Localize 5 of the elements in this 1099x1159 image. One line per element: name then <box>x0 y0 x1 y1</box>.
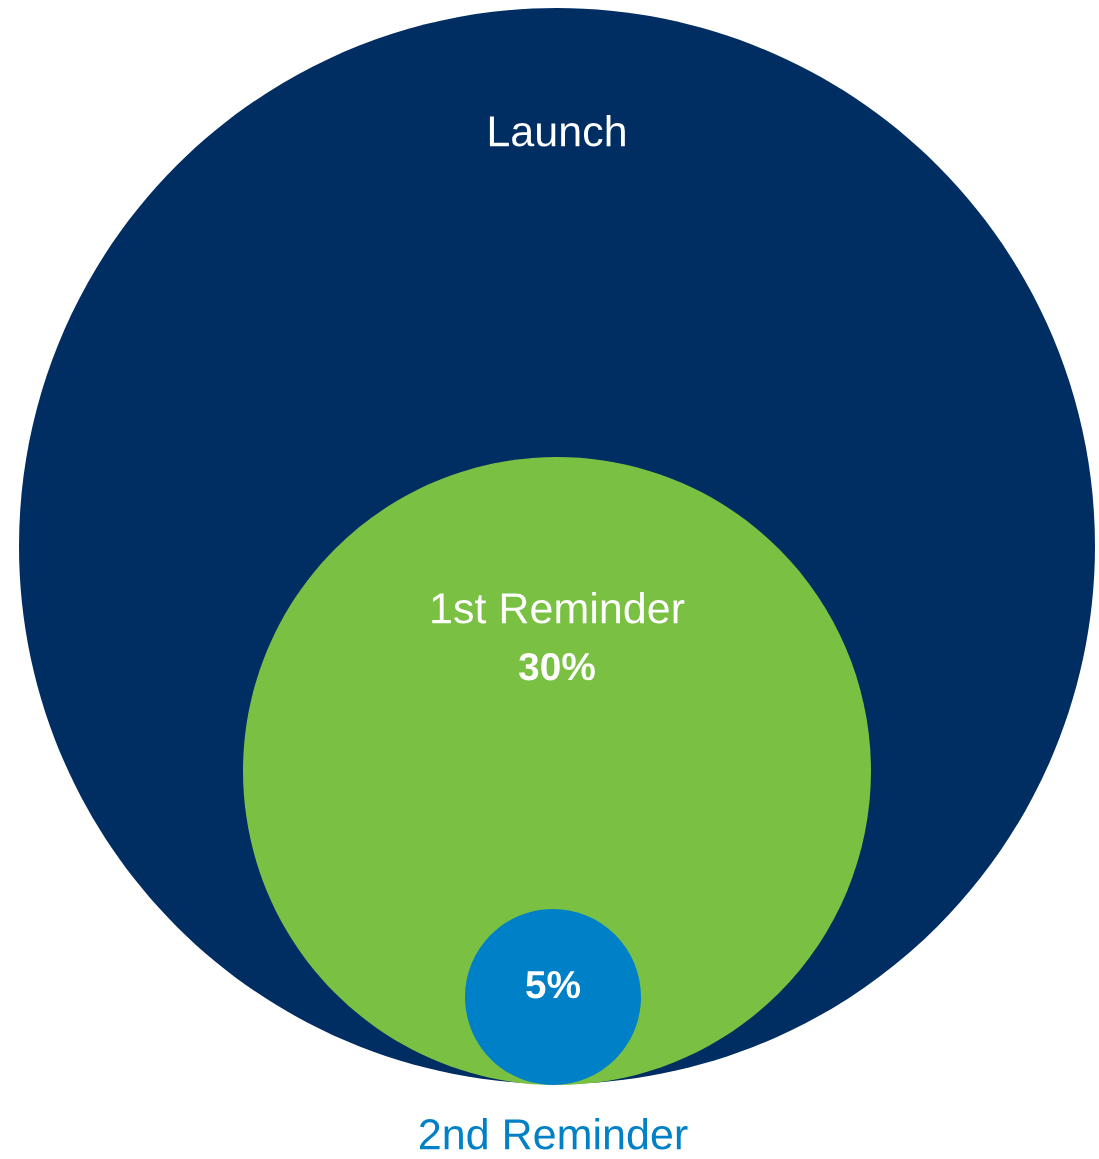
category-label: 2nd Reminder <box>419 1117 688 1150</box>
category-label: Launch <box>489 114 625 147</box>
category-label: 1st Reminder <box>432 591 685 624</box>
data-label: 30% <box>518 652 595 681</box>
data-label: 5% <box>526 971 581 999</box>
